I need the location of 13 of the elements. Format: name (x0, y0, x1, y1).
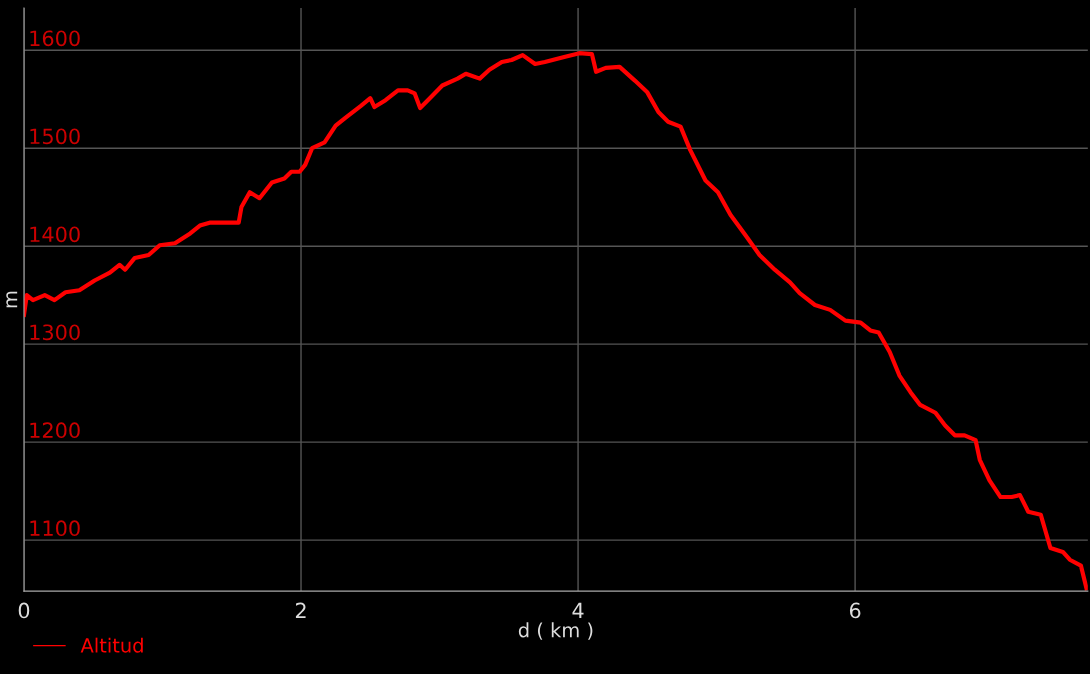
x-axis-title: d ( km ) (518, 622, 593, 640)
y-tick-label: 1100 (30, 520, 80, 537)
x-tick-label: 0 (18, 602, 30, 619)
legend-label: Altitud (80, 637, 143, 653)
x-tick-label: 4 (572, 602, 584, 619)
y-axis-title: m (6, 291, 18, 308)
y-tick-label: 1300 (30, 324, 80, 341)
y-tick-label: 1600 (30, 30, 80, 47)
y-tick-label: 1500 (30, 128, 80, 145)
x-tick-label: 2 (295, 602, 306, 619)
y-tick-label: 1400 (30, 226, 80, 243)
x-tick-label: 6 (849, 602, 861, 619)
y-tick-label: 1200 (30, 422, 80, 439)
